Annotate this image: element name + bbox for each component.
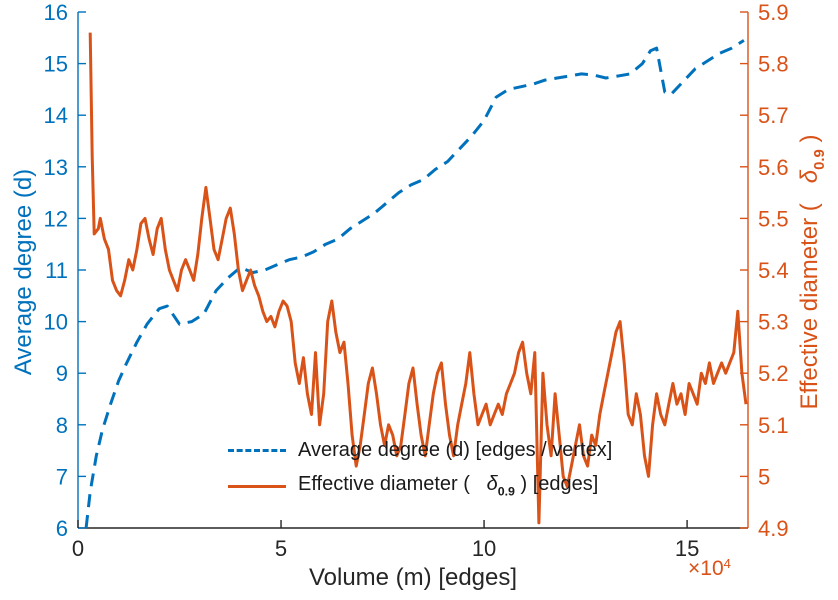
y-left-tick-label: 9 xyxy=(56,361,68,386)
exponent-base: ×10 xyxy=(688,557,724,581)
y-left-tick-label: 11 xyxy=(45,258,68,283)
y-right-tick-label: 4.9 xyxy=(758,516,789,541)
y-right-tick-label: 5.1 xyxy=(758,413,789,438)
y-left-tick-label: 7 xyxy=(56,464,68,489)
legend-label: Average degree (d) [edges / vertex] xyxy=(298,438,613,461)
y-right-axis-title-suffix: ) xyxy=(796,134,824,150)
x-tick-label: 5 xyxy=(275,536,287,561)
legend-line-sample-solid xyxy=(228,484,286,488)
series-line-effective-diameter xyxy=(88,32,748,525)
y-right-tick-label: 5.3 xyxy=(758,310,789,335)
delta-symbol: δ xyxy=(486,473,498,496)
legend-entry-average-degree: Average degree (d) [edges / vertex] xyxy=(228,438,612,462)
x-axis-title-text: Volume (m) [edges] xyxy=(308,564,518,591)
exponent-power: 4 xyxy=(723,556,731,571)
y-right-tick-label: 5.7 xyxy=(758,103,789,128)
y-left-axis-title: Average degree (d) xyxy=(10,169,38,375)
y-right-tick-label: 5 xyxy=(758,464,770,489)
legend: Average degree (d) [edges / vertex] Effe… xyxy=(228,438,612,499)
y-left-axis-title-text: Average degree (d) xyxy=(10,168,37,376)
delta-subscript: 0.9 xyxy=(497,484,515,499)
y-left-tick-label: 8 xyxy=(56,413,68,438)
delta-subscript: 0.9 xyxy=(811,149,828,170)
x-axis-exponent-label: ×104 xyxy=(688,556,731,581)
x-axis-title: Volume (m) [edges] xyxy=(78,564,748,592)
y-right-tick-label: 5.6 xyxy=(758,155,789,180)
y-left-tick-label: 14 xyxy=(44,103,68,128)
y-left-tick-label: 15 xyxy=(44,52,68,77)
legend-label-suffix: ) [edges] xyxy=(514,473,599,496)
y-right-tick-label: 5.5 xyxy=(758,206,789,231)
x-tick-label: 0 xyxy=(72,536,84,561)
y-left-tick-label: 16 xyxy=(44,0,68,25)
y-right-tick-label: 5.2 xyxy=(758,361,789,386)
series-line-average-degree xyxy=(84,39,745,529)
y-right-tick-label: 5.8 xyxy=(758,52,789,77)
legend-line-sample-dashed xyxy=(228,448,286,452)
y-left-tick-label: 13 xyxy=(44,155,68,180)
x-tick-label: 10 xyxy=(472,536,496,561)
y-right-axis-title: Effective diameter ( δ0.9 ) xyxy=(796,134,828,409)
y-right-tick-label: 5.4 xyxy=(758,258,789,283)
y-left-tick-label: 12 xyxy=(44,206,68,231)
legend-entry-effective-diameter: Effective diameter ( δ0.9 ) [edges] xyxy=(228,473,612,499)
y-left-tick-label: 6 xyxy=(56,516,68,541)
y-left-tick-label: 10 xyxy=(44,310,68,335)
legend-label: Effective diameter ( δ0.9 ) [edges] xyxy=(298,473,598,499)
legend-label-prefix: Effective diameter ( xyxy=(298,473,487,496)
x-tick-label: 15 xyxy=(675,536,699,561)
y-right-axis-title-prefix: Effective diameter ( xyxy=(796,183,824,410)
y-right-tick-label: 5.9 xyxy=(758,0,789,25)
delta-symbol: δ xyxy=(796,169,824,184)
